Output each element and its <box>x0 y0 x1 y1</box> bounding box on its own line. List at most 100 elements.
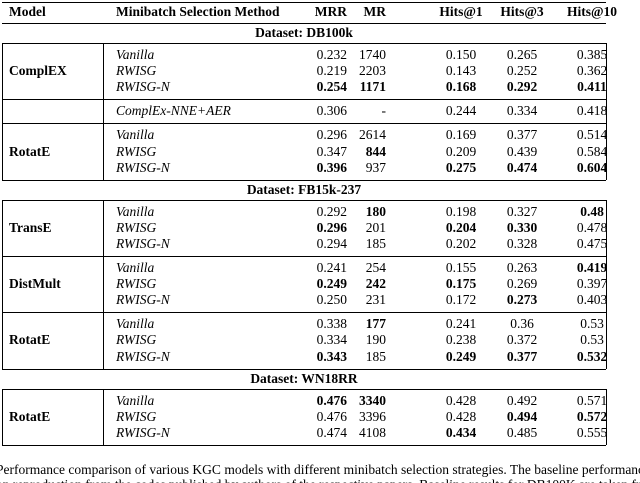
method-cell: RWISG-N <box>116 348 170 364</box>
value-cell: 0.418 <box>576 103 608 119</box>
value-cell: 0.168 <box>445 79 477 95</box>
value-cell: 242 <box>365 276 386 292</box>
value-cell: 190 <box>365 332 386 348</box>
value-cell: 0.334 <box>316 332 347 348</box>
value-cell: 0.204 <box>445 219 477 235</box>
value-cell: 180 <box>365 203 386 219</box>
method-cell: Vanilla <box>116 316 155 332</box>
value-cell: 185 <box>365 235 386 251</box>
value-cell: 0.476 <box>316 408 347 424</box>
value-cell: 0.572 <box>576 408 608 424</box>
value-cell: 3396 <box>359 408 386 424</box>
value-cell: 0.377 <box>506 348 538 364</box>
rule <box>2 312 606 314</box>
value-cell: 0.155 <box>445 260 477 276</box>
value-cell: 1740 <box>359 47 386 63</box>
value-cell: 0.362 <box>576 63 608 79</box>
value-cell: 0.385 <box>576 47 608 63</box>
value-cell: 0.232 <box>316 47 347 63</box>
value-cell: 0.478 <box>576 219 608 235</box>
value-cell: 0.53 <box>580 316 604 332</box>
value-cell: 0.250 <box>316 292 347 308</box>
value-cell: 2203 <box>359 63 386 79</box>
rule <box>606 199 607 369</box>
value-cell: 0.492 <box>506 392 538 408</box>
rule <box>2 43 606 44</box>
value-cell: 1171 <box>359 79 386 95</box>
rule <box>2 199 3 369</box>
value-cell: 0.269 <box>506 276 538 292</box>
value-cell: 254 <box>365 260 386 276</box>
value-cell: 0.273 <box>506 292 538 308</box>
value-cell: 0.476 <box>316 392 347 408</box>
value-cell: 0.397 <box>576 276 608 292</box>
value-cell: 844 <box>365 143 386 159</box>
section-title: Dataset: WN18RR <box>250 370 358 386</box>
rule <box>2 99 606 101</box>
value-cell: 0.169 <box>445 127 477 143</box>
method-cell: Vanilla <box>116 127 155 143</box>
value-cell: 0.48 <box>580 203 604 219</box>
rule <box>2 2 606 3</box>
value-cell: 0.372 <box>506 332 538 348</box>
value-cell: 0.338 <box>316 316 347 332</box>
value-cell: 0.241 <box>445 316 477 332</box>
method-cell: RWISG-N <box>116 159 170 175</box>
value-cell: 231 <box>365 292 386 308</box>
value-cell: 0.172 <box>445 292 477 308</box>
value-cell: 0.403 <box>576 292 608 308</box>
value-cell: 0.244 <box>445 103 477 119</box>
value-cell: 0.36 <box>510 316 534 332</box>
value-cell: 0.343 <box>316 348 347 364</box>
rule <box>2 368 606 370</box>
rule <box>2 388 3 445</box>
value-cell: 0.252 <box>506 63 538 79</box>
rule <box>606 388 607 445</box>
method-cell: RWISG <box>116 219 157 235</box>
value-cell: 0.175 <box>445 276 477 292</box>
value-cell: 177 <box>365 316 386 332</box>
model-cell: RotatE <box>9 143 51 159</box>
header-cell: MRR <box>314 4 347 19</box>
model-cell: RotatE <box>9 332 51 348</box>
value-cell: 0.571 <box>576 392 608 408</box>
value-cell: 0.238 <box>445 332 477 348</box>
value-cell: 0.209 <box>445 143 477 159</box>
value-cell: 4108 <box>359 424 386 440</box>
value-cell: 185 <box>365 348 386 364</box>
header-cell: MR <box>363 4 387 19</box>
value-cell: 0.249 <box>316 276 347 292</box>
method-cell: Vanilla <box>116 392 155 408</box>
value-cell: 0.555 <box>576 424 608 440</box>
value-cell: 0.150 <box>445 47 477 63</box>
method-cell: RWISG <box>116 63 157 79</box>
header-cell: Model <box>9 4 46 19</box>
method-cell: RWISG-N <box>116 424 170 440</box>
value-cell: 0.532 <box>576 348 608 364</box>
model-cell: DistMult <box>9 276 61 292</box>
value-cell: 0.334 <box>506 103 538 119</box>
model-cell: ComplEX <box>9 63 67 79</box>
method-cell: RWISG <box>116 408 157 424</box>
value-cell: 0.428 <box>445 408 477 424</box>
rule <box>103 388 104 445</box>
section-title: Dataset: DB100k <box>255 25 353 40</box>
method-cell: Vanilla <box>116 260 155 276</box>
rule <box>2 179 606 181</box>
value-cell: 0.263 <box>506 260 538 276</box>
rule <box>103 199 104 369</box>
value-cell: 0.439 <box>506 143 538 159</box>
rule <box>2 43 3 180</box>
value-cell: 3340 <box>359 392 386 408</box>
value-cell: 0.241 <box>316 260 347 276</box>
value-cell: 0.514 <box>576 127 608 143</box>
value-cell: 0.202 <box>445 235 477 251</box>
value-cell: 0.296 <box>316 219 347 235</box>
section-title: Dataset: FB15k-237 <box>246 181 362 197</box>
header-cell: Hits@1 <box>439 4 483 19</box>
value-cell: 0.53 <box>580 332 604 348</box>
value-cell: 0.347 <box>316 143 347 159</box>
method-cell: Vanilla <box>116 47 155 63</box>
value-cell: 0.327 <box>506 203 538 219</box>
rule <box>2 199 606 201</box>
